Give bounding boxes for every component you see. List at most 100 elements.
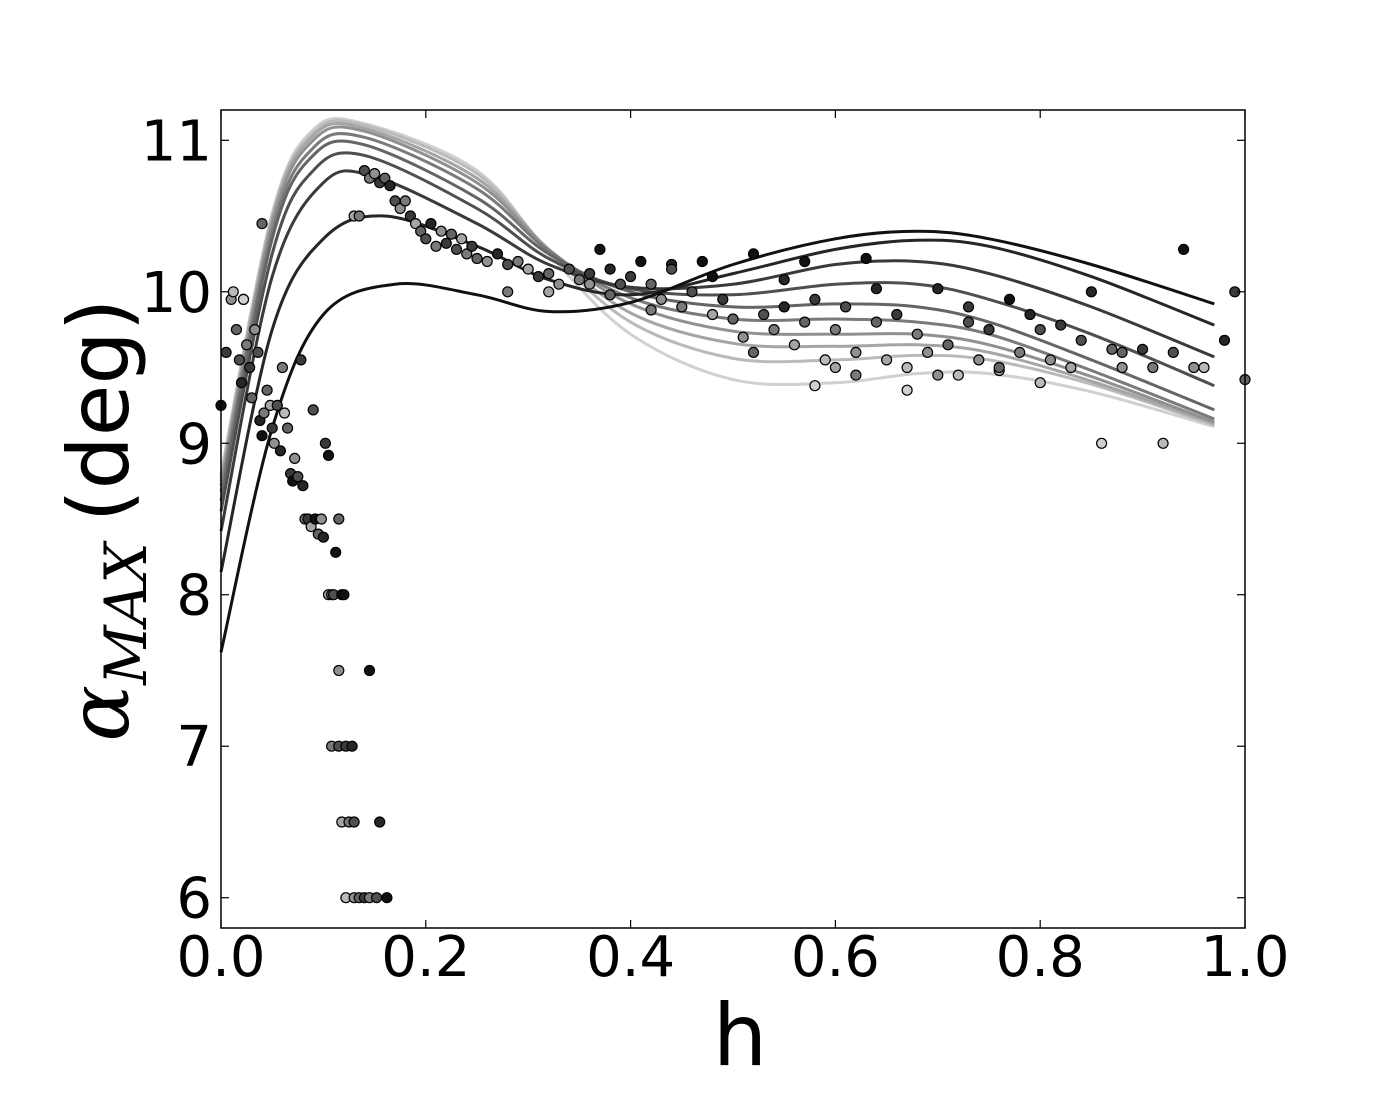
data-point <box>502 286 514 298</box>
data-point <box>799 255 811 268</box>
data-point <box>706 271 719 283</box>
x-axis-ticks: 0.0 0.2 0.4 0.6 0.8 1.0 <box>176 110 1290 990</box>
y-axis-subscript: MAX <box>92 540 160 686</box>
data-point <box>379 172 391 184</box>
data-point <box>374 816 386 828</box>
data-point <box>384 180 396 192</box>
data-point <box>686 286 698 298</box>
data-point <box>491 248 504 260</box>
data-point <box>1085 286 1098 298</box>
data-point <box>850 369 862 381</box>
data-point <box>471 252 483 265</box>
fitted-curves <box>219 117 1215 653</box>
curve-9 <box>219 119 1215 477</box>
data-point <box>292 471 304 483</box>
data-point <box>624 271 637 283</box>
data-point <box>276 361 288 374</box>
data-point <box>829 361 842 374</box>
data-point <box>809 380 821 392</box>
data-point <box>481 255 493 268</box>
data-point <box>973 354 985 366</box>
data-point <box>450 243 463 255</box>
data-point <box>282 422 294 434</box>
data-point <box>1136 343 1149 355</box>
curve-2 <box>219 214 1215 573</box>
data-point <box>1147 361 1159 374</box>
data-point <box>522 263 534 275</box>
data-point <box>1177 243 1190 255</box>
plot-frame <box>220 109 1246 929</box>
data-point <box>348 816 360 828</box>
data-point <box>768 324 780 336</box>
data-point <box>430 240 442 252</box>
data-point <box>1065 361 1077 374</box>
data-point <box>799 316 811 328</box>
data-point <box>932 369 944 381</box>
x-axis-label: h <box>713 986 768 1086</box>
data-point <box>258 407 270 419</box>
x-tick-label: 0.6 <box>791 925 880 990</box>
plot-background <box>221 110 1245 928</box>
data-point <box>289 452 301 464</box>
data-point <box>901 384 913 396</box>
curve-7 <box>219 125 1215 486</box>
data-point <box>952 369 964 381</box>
data-point <box>512 255 524 268</box>
data-point <box>353 210 365 222</box>
data-point <box>415 225 427 237</box>
data-point <box>901 361 913 374</box>
data-point <box>1157 437 1169 449</box>
data-point <box>235 377 248 389</box>
data-point <box>829 324 842 336</box>
data-point <box>278 407 291 419</box>
data-point <box>696 255 708 268</box>
data-point <box>747 248 760 260</box>
data-point <box>778 301 790 313</box>
data-point <box>614 278 627 290</box>
data-point <box>230 324 242 336</box>
data-point <box>307 404 319 416</box>
data-point <box>1188 361 1200 374</box>
data-point <box>346 740 358 752</box>
data-point <box>256 218 268 230</box>
data-point <box>249 324 261 336</box>
data-point <box>1106 343 1118 355</box>
x-tick-label: 0.2 <box>381 925 470 990</box>
data-point <box>420 233 432 245</box>
data-point <box>1075 334 1087 346</box>
data-point <box>1218 334 1231 346</box>
data-point <box>809 293 821 305</box>
data-point <box>737 331 749 343</box>
data-point <box>246 392 258 404</box>
data-point <box>461 248 473 260</box>
data-point <box>319 437 331 449</box>
curve-10 <box>219 117 1215 474</box>
y-tick-label: 6 <box>176 867 212 932</box>
data-point <box>1003 293 1016 305</box>
data-point <box>747 346 760 358</box>
data-point <box>322 449 335 461</box>
data-point <box>297 480 309 492</box>
x-tick-label: 0.8 <box>996 925 1085 990</box>
curve-1 <box>219 229 1215 653</box>
data-point <box>317 531 329 543</box>
data-point <box>993 361 1005 374</box>
data-point <box>645 278 657 290</box>
y-tick-label: 7 <box>176 715 212 780</box>
data-point <box>233 354 245 366</box>
data-point <box>369 168 381 180</box>
data-point <box>870 283 883 295</box>
data-point <box>942 339 954 351</box>
scatter-points <box>215 165 1251 904</box>
curve-5 <box>219 139 1215 502</box>
data-point <box>553 278 565 290</box>
data-point <box>1116 346 1128 358</box>
data-point <box>256 430 268 442</box>
data-point <box>220 346 232 358</box>
data-point <box>543 268 555 280</box>
data-point <box>445 228 457 240</box>
data-point <box>860 252 872 265</box>
data-point <box>330 546 342 558</box>
data-point <box>266 422 278 434</box>
